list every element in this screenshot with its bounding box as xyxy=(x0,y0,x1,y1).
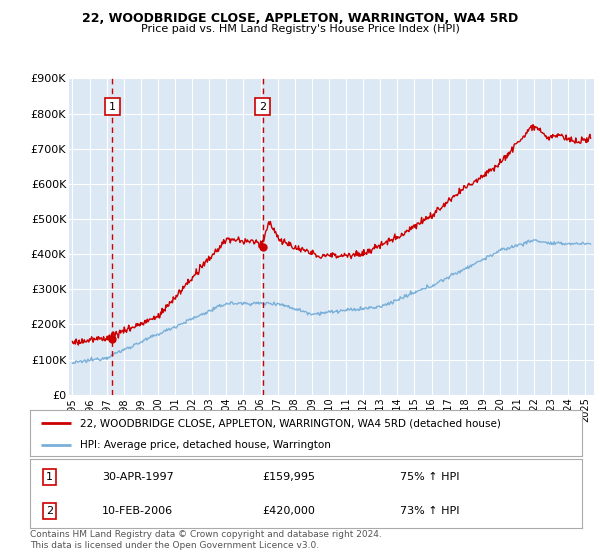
Text: 10-FEB-2006: 10-FEB-2006 xyxy=(102,506,173,516)
Text: 73% ↑ HPI: 73% ↑ HPI xyxy=(400,506,460,516)
Text: 2: 2 xyxy=(46,506,53,516)
Text: 1: 1 xyxy=(109,101,116,111)
Text: £159,995: £159,995 xyxy=(262,472,315,482)
Text: Price paid vs. HM Land Registry's House Price Index (HPI): Price paid vs. HM Land Registry's House … xyxy=(140,24,460,34)
Text: 1: 1 xyxy=(46,472,53,482)
Text: Contains HM Land Registry data © Crown copyright and database right 2024.
This d: Contains HM Land Registry data © Crown c… xyxy=(30,530,382,550)
Text: HPI: Average price, detached house, Warrington: HPI: Average price, detached house, Warr… xyxy=(80,440,331,450)
Text: 30-APR-1997: 30-APR-1997 xyxy=(102,472,173,482)
Text: £420,000: £420,000 xyxy=(262,506,315,516)
Text: 75% ↑ HPI: 75% ↑ HPI xyxy=(400,472,460,482)
Text: 22, WOODBRIDGE CLOSE, APPLETON, WARRINGTON, WA4 5RD: 22, WOODBRIDGE CLOSE, APPLETON, WARRINGT… xyxy=(82,12,518,25)
Text: 22, WOODBRIDGE CLOSE, APPLETON, WARRINGTON, WA4 5RD (detached house): 22, WOODBRIDGE CLOSE, APPLETON, WARRINGT… xyxy=(80,418,500,428)
Text: 2: 2 xyxy=(259,101,266,111)
